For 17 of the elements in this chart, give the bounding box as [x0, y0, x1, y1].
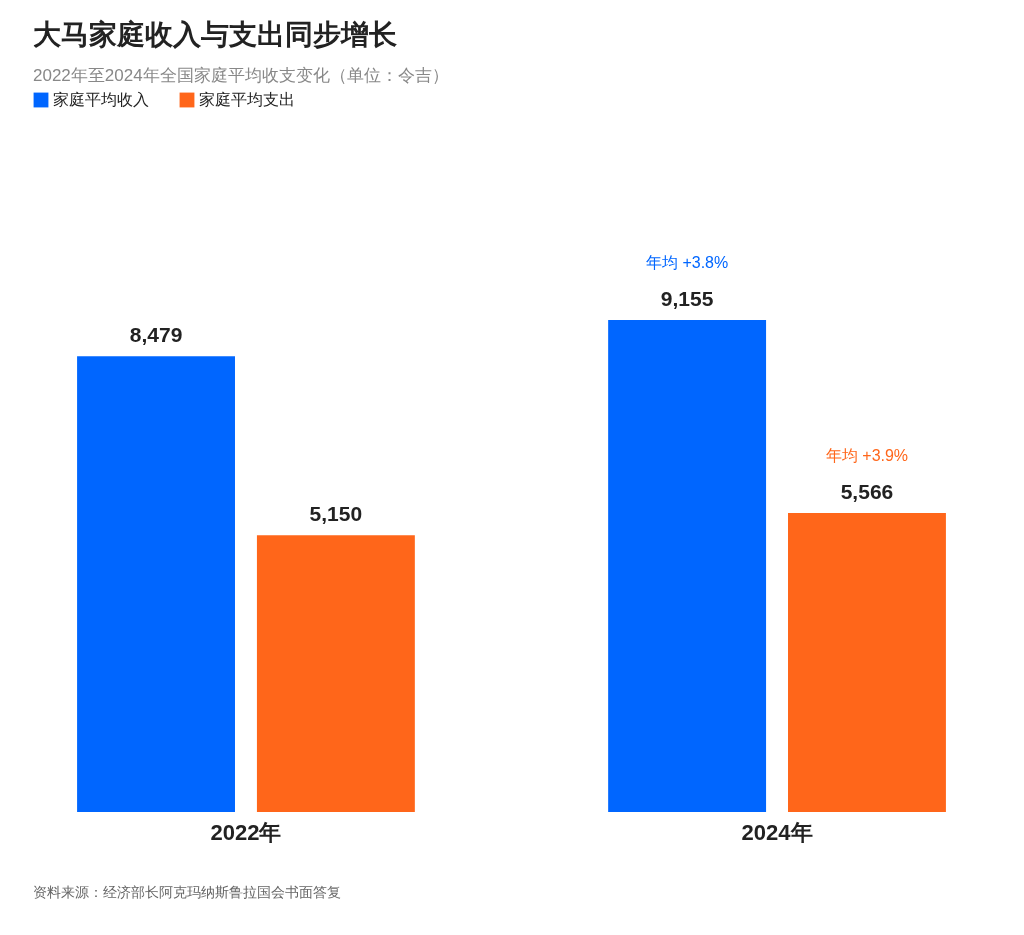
data-label: 5,566: [840, 479, 894, 503]
data-label: 5,150: [309, 502, 363, 526]
text: 年均 +3.8%: [645, 254, 729, 271]
x-tick-label: 2024年: [741, 819, 813, 845]
x-tick-label: 2022年: [210, 819, 282, 845]
data-label: 8,479: [129, 323, 183, 347]
chart-subtitle: 2022年至2024年全国家庭平均收支变化（单位：令吉）: [33, 66, 449, 85]
bar: [788, 512, 946, 812]
legend-label: 家庭平均收入: [53, 91, 149, 108]
data-label: 9,155: [660, 287, 714, 310]
chart-title: 大马家庭收入与支出同步增长: [33, 19, 397, 50]
text: 资料来源：经济部长阿克玛纳斯鲁拉国会书面答复: [33, 884, 341, 902]
bar: [77, 356, 235, 812]
annotation: 年均 +3.9%: [825, 446, 909, 464]
legend-label: 家庭平均支出: [199, 91, 295, 108]
bar: [256, 535, 415, 812]
bar: [608, 320, 767, 812]
